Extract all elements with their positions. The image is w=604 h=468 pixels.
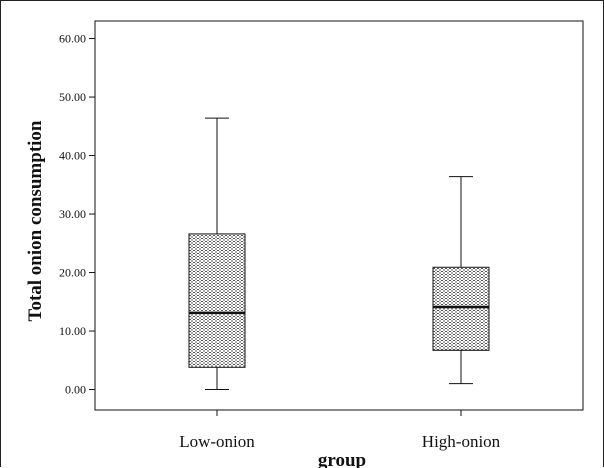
- y-tick-label: 10.00: [59, 324, 86, 338]
- boxes: [188, 117, 490, 391]
- y-tick-label: 50.00: [59, 90, 86, 104]
- y-tick-label: 40.00: [59, 149, 86, 163]
- y-axis: 0.00 10.00 20.00 30.00 40.00 50.00 60.00: [59, 32, 95, 397]
- y-axis-title: Total onion consumption: [25, 120, 46, 321]
- y-tick-label: 60.00: [59, 32, 86, 46]
- y-tick-label: 20.00: [59, 266, 86, 280]
- x-axis-title: group: [318, 450, 366, 468]
- x-axis: Low-onion High-onion: [179, 410, 501, 451]
- x-category-label: High-onion: [422, 432, 501, 451]
- x-category-label: Low-onion: [179, 432, 255, 451]
- box-group: [188, 117, 246, 391]
- iqr-box: [432, 266, 490, 351]
- y-tick-label: 0.00: [65, 383, 86, 397]
- y-tick-label: 30.00: [59, 207, 86, 221]
- iqr-box: [188, 233, 246, 368]
- plot-area: [94, 20, 584, 411]
- box-group: [432, 176, 490, 385]
